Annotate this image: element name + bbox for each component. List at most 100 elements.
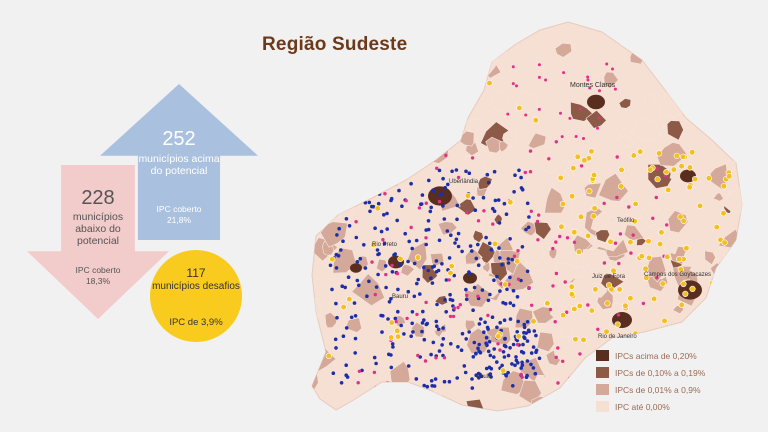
municipality-patch [434, 400, 450, 411]
municipality-marker [394, 327, 401, 334]
municipality-marker [562, 71, 566, 75]
municipality-marker [655, 167, 659, 171]
municipality-patch [358, 22, 387, 39]
municipality-marker [414, 377, 419, 381]
municipality-marker [441, 176, 445, 181]
municipality-patch [582, 248, 613, 271]
municipality-marker [568, 193, 576, 200]
municipality-marker [444, 278, 449, 282]
municipality-patch [312, 29, 331, 55]
municipality-marker [410, 321, 415, 326]
municipality-marker [472, 340, 477, 345]
municipality-marker [382, 177, 387, 181]
municipality-patch [502, 129, 518, 148]
municipality-marker [492, 355, 496, 359]
municipality-marker [476, 346, 480, 351]
municipality-marker [485, 172, 490, 177]
municipality-marker [422, 318, 426, 322]
municipality-patch [458, 367, 473, 383]
municipality-marker [505, 287, 509, 292]
city-label-teofilo: Teófilo [617, 218, 635, 224]
municipality-marker [578, 107, 582, 111]
municipality-marker [335, 209, 339, 214]
legend-swatch [596, 384, 609, 395]
municipality-marker [328, 263, 333, 268]
legend-label: IPCs de 0,01% a 0,9% [615, 384, 701, 395]
municipality-marker [592, 286, 599, 293]
municipality-marker [456, 231, 461, 236]
municipality-marker [424, 242, 429, 247]
municipality-marker [456, 305, 460, 310]
municipality-marker [720, 274, 728, 281]
municipality-marker [486, 180, 491, 185]
municipality-marker [386, 317, 390, 321]
municipality-marker [531, 366, 536, 370]
municipality-marker [656, 241, 664, 248]
municipality-marker [524, 113, 528, 117]
municipality-patch [312, 32, 334, 55]
municipality-marker [450, 169, 454, 174]
municipality-patch [352, 100, 382, 125]
municipality-patch [394, 73, 419, 103]
municipality-marker [487, 241, 492, 246]
above-count: 252 [162, 128, 196, 150]
municipality-marker [616, 313, 621, 317]
municipality-marker [344, 217, 349, 221]
municipality-marker [576, 302, 583, 310]
municipality-marker [448, 263, 455, 270]
top-ipc-area [587, 94, 605, 110]
municipality-marker [373, 292, 377, 297]
municipality-patch [677, 33, 705, 59]
municipality-marker [689, 149, 696, 156]
municipality-patch [570, 101, 594, 122]
municipality-marker [329, 256, 336, 263]
municipality-marker [406, 364, 411, 368]
municipality-marker [503, 336, 507, 341]
municipality-marker [354, 201, 359, 205]
municipality-marker [335, 233, 339, 237]
municipality-marker [590, 171, 598, 179]
municipality-marker [590, 213, 597, 220]
municipality-marker [537, 63, 541, 67]
municipality-patch [719, 39, 732, 50]
municipality-marker [382, 213, 386, 217]
municipality-marker [402, 169, 409, 177]
municipality-marker [357, 283, 361, 288]
municipality-marker [486, 313, 490, 318]
municipality-marker [602, 261, 607, 265]
municipality-marker [520, 375, 524, 379]
municipality-patch [429, 389, 442, 405]
legend-label: IPC até 0,00% [615, 401, 670, 412]
municipality-marker [336, 254, 341, 258]
municipality-patch [677, 52, 693, 62]
municipality-marker [565, 236, 570, 240]
municipality-marker [568, 283, 575, 290]
municipality-marker [586, 75, 590, 79]
municipality-marker [435, 302, 439, 307]
municipality-marker [373, 226, 377, 230]
legend-item: IPC até 0,00% [596, 398, 705, 415]
municipality-marker [467, 171, 472, 175]
municipality-marker [479, 317, 483, 321]
municipality-marker [387, 300, 392, 304]
municipality-patch [738, 96, 742, 106]
municipality-marker [438, 193, 443, 197]
municipality-marker [530, 318, 537, 325]
municipality-marker [435, 166, 439, 170]
municipality-marker [464, 210, 469, 215]
municipality-marker [520, 363, 525, 368]
municipality-marker [442, 217, 447, 221]
municipality-marker [637, 148, 644, 155]
municipality-patch [732, 155, 742, 164]
municipality-marker [682, 290, 689, 298]
municipality-patch [639, 203, 666, 229]
legend-item: IPCs de 0,10% a 0,19% [596, 364, 705, 381]
municipality-marker [384, 183, 388, 187]
municipality-patch [623, 224, 645, 242]
municipality-marker [574, 135, 578, 138]
municipality-marker [429, 276, 433, 281]
municipality-marker [422, 383, 427, 388]
municipality-marker [358, 256, 363, 261]
municipality-marker [504, 212, 509, 216]
municipality-marker [363, 200, 368, 205]
